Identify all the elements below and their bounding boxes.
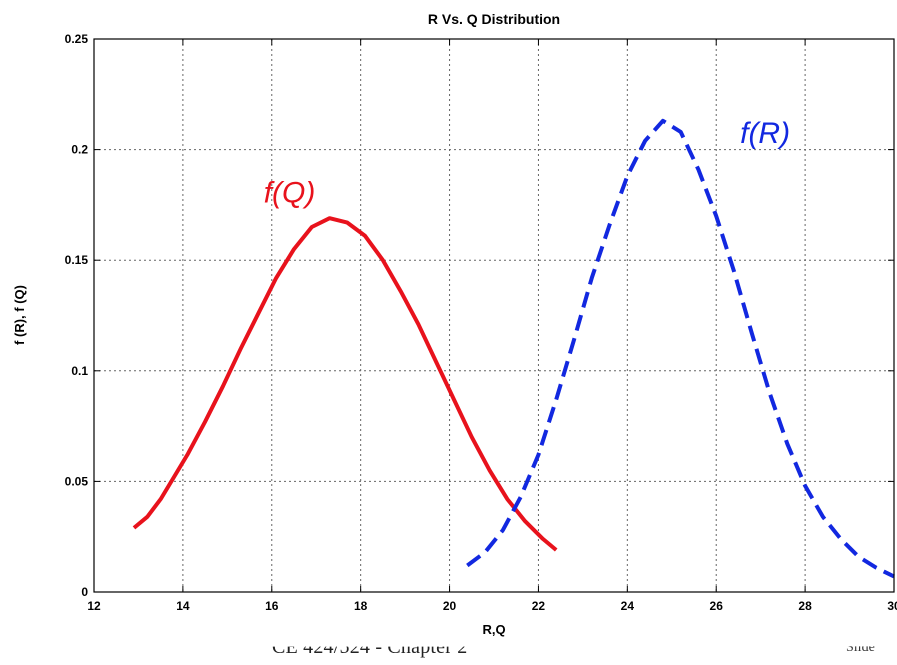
plot-frame — [93, 38, 895, 593]
grid-lines — [94, 39, 894, 592]
annotation-label: f(R) — [740, 117, 790, 150]
y-tick-label: 0.25 — [65, 32, 89, 46]
x-tick-label: 14 — [176, 599, 190, 613]
y-tick-label: 0.05 — [65, 474, 89, 488]
series-line-f-r — [466, 118, 895, 579]
x-tick-label: 24 — [621, 599, 635, 613]
annotation-label: f(Q) — [264, 177, 316, 210]
x-tick-label: 26 — [710, 599, 724, 613]
x-tick-label: 22 — [532, 599, 546, 613]
footer-slide-label: Slide — [846, 640, 875, 655]
series-lines — [132, 118, 895, 579]
x-tick-label: 20 — [443, 599, 457, 613]
x-axis-label: R,Q — [482, 622, 505, 637]
y-tick-label: 0 — [81, 585, 88, 599]
footer-caption: CE 424/524 - Chapter 2 — [272, 636, 468, 658]
y-tick-label: 0.15 — [65, 253, 89, 267]
y-tick-label: 0.1 — [71, 364, 88, 378]
axes — [93, 38, 895, 593]
series-line-f-q — [132, 216, 558, 552]
y-axis-label: f (R), f (Q) — [12, 285, 27, 345]
chart-title: R Vs. Q Distribution — [428, 11, 560, 27]
x-tick-label: 30 — [887, 599, 897, 613]
x-tick-label: 16 — [265, 599, 279, 613]
y-tick-label: 0.2 — [71, 143, 88, 157]
x-tick-label: 12 — [87, 599, 101, 613]
tick-labels: 12 14 16 18 20 22 24 26 28 30 0 0.05 0.1 0.15 0.2 0.25 f… — [65, 32, 897, 613]
x-tick-label: 28 — [798, 599, 812, 613]
x-tick-label: 18 — [354, 599, 368, 613]
